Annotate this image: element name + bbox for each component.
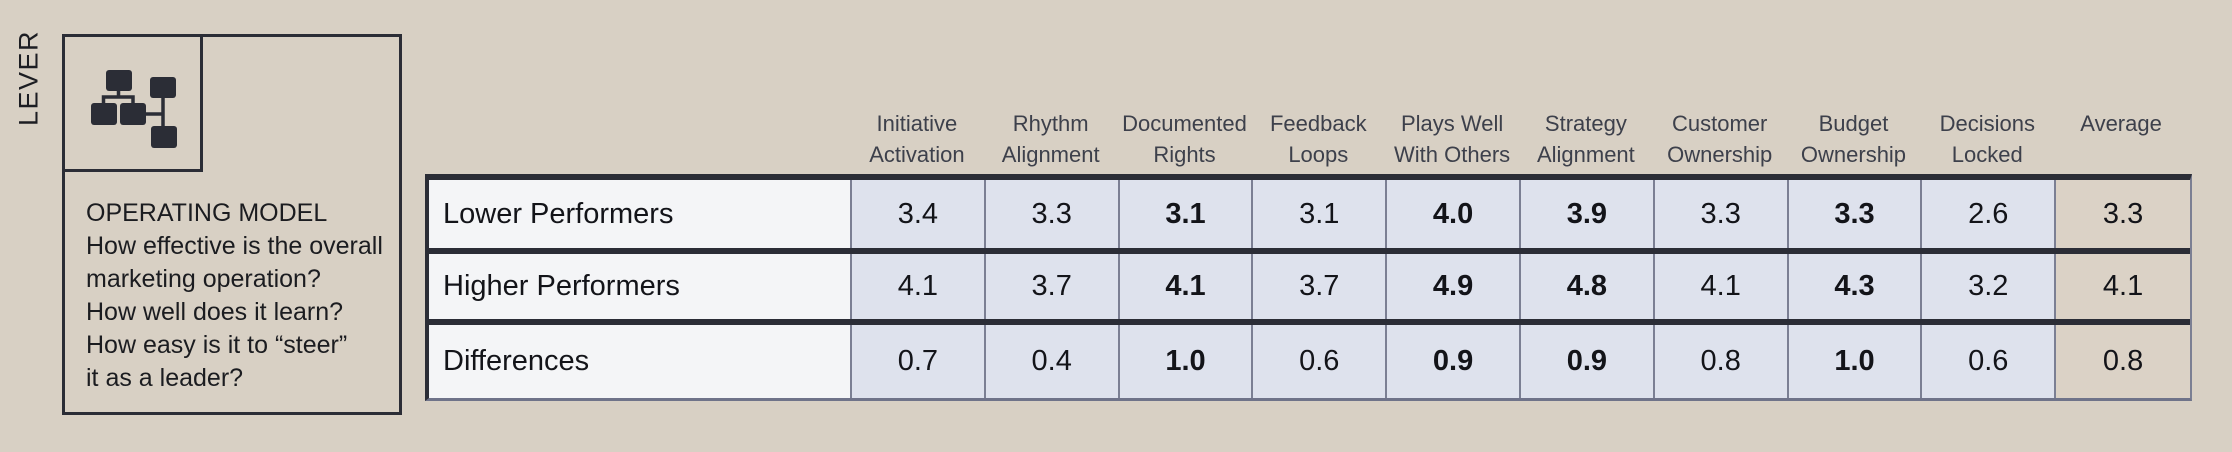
score-cell: 3.1 (1119, 180, 1254, 248)
score-cell: 3.2 (1922, 254, 2057, 319)
column-header-initiative-activation: Initiative Activation (869, 111, 965, 167)
score-cell: 0.9 (1387, 325, 1521, 398)
score-cell: 4.1 (852, 254, 986, 319)
score-cell: 3.3 (1788, 180, 1923, 248)
column-header-budget-ownership: Budget Ownership (1800, 111, 1907, 167)
lever-description-line: marketing operation? (86, 265, 321, 293)
lever-description: OPERATING MODEL How effective is the ove… (86, 197, 396, 395)
table-column-headers: Initiative Activation Rhythm Alignment D… (850, 108, 2188, 170)
table-row-differences: Differences 0.7 0.4 1.0 0.6 0.9 0.9 0.8 … (429, 325, 2190, 398)
score-cell: 4.1 (1119, 254, 1254, 319)
row-label: Lower Performers (429, 180, 852, 248)
table-row-higher-performers: Higher Performers 4.1 3.7 4.1 3.7 4.9 4.… (429, 254, 2190, 325)
score-cell: 4.9 (1387, 254, 1521, 319)
score-cell: 4.1 (1654, 254, 1789, 319)
table-row-lower-performers: Lower Performers 3.4 3.3 3.1 3.1 4.0 3.9… (429, 180, 2190, 254)
column-header-documented-rights: Documented Rights (1122, 111, 1247, 167)
score-cell: 3.1 (1253, 180, 1388, 248)
column-header-plays-well-with-others: Plays Well With Others (1394, 111, 1511, 167)
score-cell: 0.4 (985, 325, 1120, 398)
score-cell: 1.0 (1788, 325, 1923, 398)
column-header-average: Average (2080, 111, 2162, 136)
score-cell: 4.8 (1520, 254, 1655, 319)
score-cell: 1.0 (1119, 325, 1254, 398)
score-cell: 4.0 (1387, 180, 1521, 248)
column-header-strategy-alignment: Strategy Alignment (1536, 111, 1635, 167)
org-chart-icon (62, 34, 203, 172)
lever-description-line: How effective is the overall (86, 232, 383, 260)
lever-card: OPERATING MODEL How effective is the ove… (62, 34, 402, 415)
lever-description-line: How easy is it to “steer” (86, 331, 348, 359)
score-cell: 0.6 (1922, 325, 2057, 398)
score-cell: 0.9 (1520, 325, 1655, 398)
column-header-decisions-locked: Decisions Locked (1939, 111, 2035, 167)
average-cell: 0.8 (2056, 325, 2190, 398)
average-cell: 4.1 (2056, 254, 2190, 319)
score-cell: 0.7 (852, 325, 986, 398)
scores-table: Lower Performers 3.4 3.3 3.1 3.1 4.0 3.9… (425, 174, 2192, 401)
row-label: Differences (429, 325, 852, 398)
column-header-customer-ownership: Customer Ownership (1667, 111, 1773, 167)
score-cell: 4.3 (1788, 254, 1923, 319)
score-cell: 3.7 (1253, 254, 1388, 319)
score-cell: 3.9 (1520, 180, 1655, 248)
lever-description-line: How well does it learn? (86, 298, 344, 326)
column-header-rhythm-alignment: Rhythm Alignment (1001, 111, 1100, 167)
score-cell: 0.6 (1253, 325, 1388, 398)
score-cell: 3.7 (985, 254, 1120, 319)
score-cell: 3.3 (985, 180, 1120, 248)
score-cell: 0.8 (1654, 325, 1789, 398)
lever-title: OPERATING MODEL (86, 199, 328, 227)
column-header-feedback-loops: Feedback Loops (1269, 111, 1367, 167)
average-cell: 3.3 (2056, 180, 2190, 248)
score-cell: 3.4 (852, 180, 986, 248)
lever-description-line: it as a leader? (86, 364, 244, 392)
score-cell: 2.6 (1922, 180, 2057, 248)
score-cell: 3.3 (1654, 180, 1789, 248)
lever-axis-label: LEVER (13, 29, 44, 127)
row-label: Higher Performers (429, 254, 852, 319)
